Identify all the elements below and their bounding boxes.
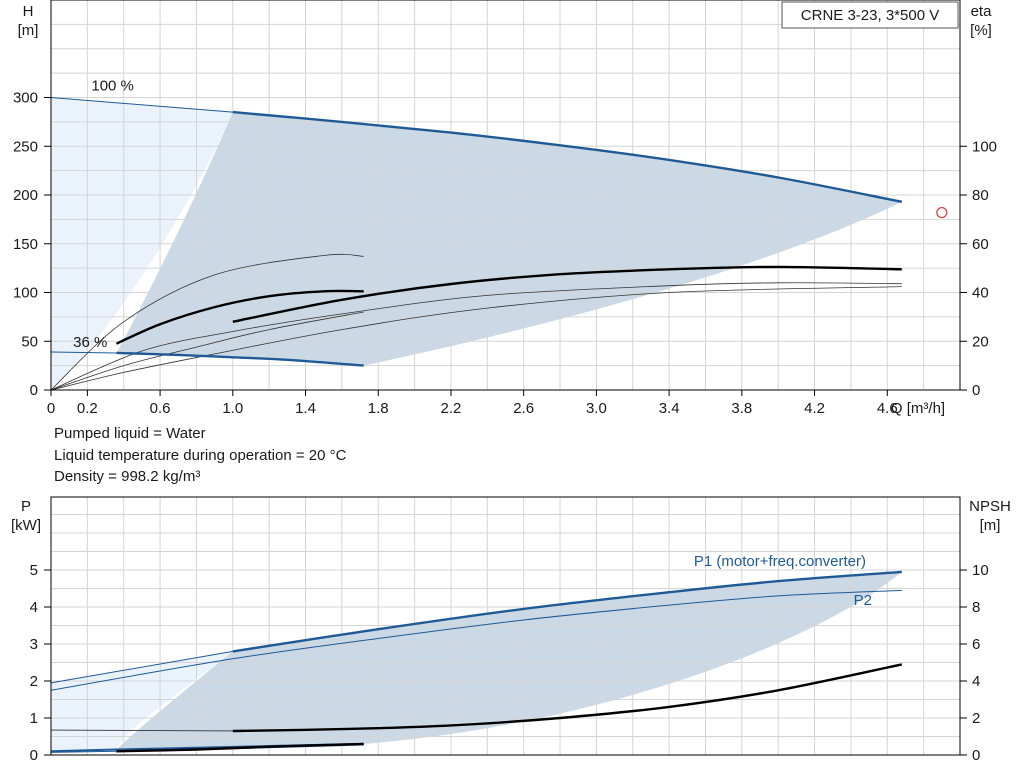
eta-tick-label: 40: [972, 285, 989, 302]
q-tick-label: 2.6: [513, 400, 534, 417]
h-curve-extension: [50, 97, 233, 113]
q-tick-label: 1.8: [368, 400, 389, 417]
eta-curve-min-speed: [115, 289, 364, 345]
y2-axis-label-npsh: NPSH: [969, 498, 1011, 515]
reference-line-1: [50, 282, 902, 391]
npsh-tick-label: 4: [972, 673, 980, 690]
h-tick-label: 50: [21, 333, 38, 350]
q-tick-label: 3.0: [586, 400, 607, 417]
x-axis-label-q: Q [m³/h]: [891, 400, 945, 417]
reference-line-2: [50, 311, 364, 391]
reference-line-0: [50, 253, 364, 391]
h-tick-label: 200: [13, 187, 38, 204]
npsh-extension: [50, 729, 233, 732]
h-min-extension: [50, 351, 117, 354]
y2-axis-unit-eta: [%]: [970, 22, 992, 39]
p-tick-label: 5: [30, 562, 38, 579]
eta-tick-label: 20: [972, 333, 989, 350]
eta-tick-label: 100: [972, 138, 997, 155]
h-tick-label: 100: [13, 285, 38, 302]
bottom-ticks: 0 1 2 3 4 5 0 2 4 6 8 10: [30, 562, 989, 764]
operating-point-marker: [936, 206, 948, 219]
p2-series-label: P2: [854, 592, 872, 609]
q-tick-label: 4.2: [804, 400, 825, 417]
npsh-tick-label: 6: [972, 636, 980, 653]
q-tick-label: 4.6: [877, 400, 898, 417]
eta-curve-full-speed: [232, 265, 902, 323]
q-tick-label: 1.0: [222, 400, 243, 417]
speed-label-1: 36 %: [73, 334, 107, 351]
q-tick-label: 0.2: [77, 400, 98, 417]
p-tick-label: 4: [30, 599, 38, 616]
y2-axis-unit-npsh: [m]: [980, 517, 1001, 534]
top-ticks: 0 50 100 150 200 250 300 0 20 40 60 80 100 0 0.2 0.6 1.0…: [13, 90, 997, 418]
h-curve-min-speed: [116, 351, 364, 367]
npsh-curve-min-speed: [116, 742, 364, 753]
p2-curve: [50, 589, 902, 691]
bottom-curves: P1 (motor+freq.converter) P2: [50, 553, 903, 753]
eta-tick-label: 0: [972, 382, 980, 399]
p-tick-label: 0: [30, 747, 38, 764]
h-tick-label: 250: [13, 138, 38, 155]
info-pumped-liquid: Pumped liquid = Water: [54, 425, 206, 442]
reference-line-3: [50, 286, 902, 391]
p-tick-label: 2: [30, 673, 38, 690]
npsh-tick-label: 8: [972, 599, 980, 616]
top-curves: 100 % 36 %: [50, 78, 948, 391]
npsh-tick-label: 10: [972, 562, 989, 579]
y2-axis-label-eta: eta: [971, 3, 993, 20]
q-tick-label: 3.4: [659, 400, 680, 417]
p1-curve: [232, 570, 902, 653]
q-tick-label: 0: [47, 400, 55, 417]
h-tick-label: 300: [13, 90, 38, 107]
eta-tick-label: 80: [972, 187, 989, 204]
top-grid: [51, 0, 960, 390]
bottom-grid: [51, 497, 960, 755]
npsh-tick-label: 0: [972, 747, 980, 764]
q-tick-label: 0.6: [150, 400, 171, 417]
bottom-area-light: [51, 651, 233, 752]
h-tick-label: 150: [13, 236, 38, 253]
info-liquid-temperature: Liquid temperature during operation = 20…: [54, 447, 347, 464]
npsh-tick-label: 2: [972, 710, 980, 727]
h-curve-full-speed: [232, 110, 903, 203]
npsh-curve-full-speed: [232, 663, 903, 733]
p-tick-label: 3: [30, 636, 38, 653]
y-axis-label-p: P: [21, 498, 31, 515]
q-tick-label: 2.2: [441, 400, 462, 417]
y-axis-label-h: H: [23, 3, 34, 20]
speed-label-0: 100 %: [91, 78, 134, 95]
info-density: Density = 998.2 kg/m³: [54, 468, 200, 485]
p1-series-label: P1 (motor+freq.converter): [694, 553, 866, 570]
y-axis-unit-p: [kW]: [11, 517, 41, 534]
eta-tick-label: 60: [972, 236, 989, 253]
title-box: [781, 1, 959, 29]
chart-title: CRNE 3-23, 3*500 V: [801, 7, 939, 24]
y-axis-unit-h: [m]: [18, 22, 39, 39]
q-tick-label: 3.8: [731, 400, 752, 417]
p-tick-label: 1: [30, 710, 38, 727]
p1-extension: [50, 650, 233, 684]
h-tick-label: 0: [30, 382, 38, 399]
q-tick-label: 1.4: [295, 400, 316, 417]
